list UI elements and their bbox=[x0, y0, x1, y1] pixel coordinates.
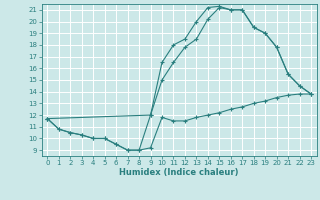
X-axis label: Humidex (Indice chaleur): Humidex (Indice chaleur) bbox=[119, 168, 239, 177]
